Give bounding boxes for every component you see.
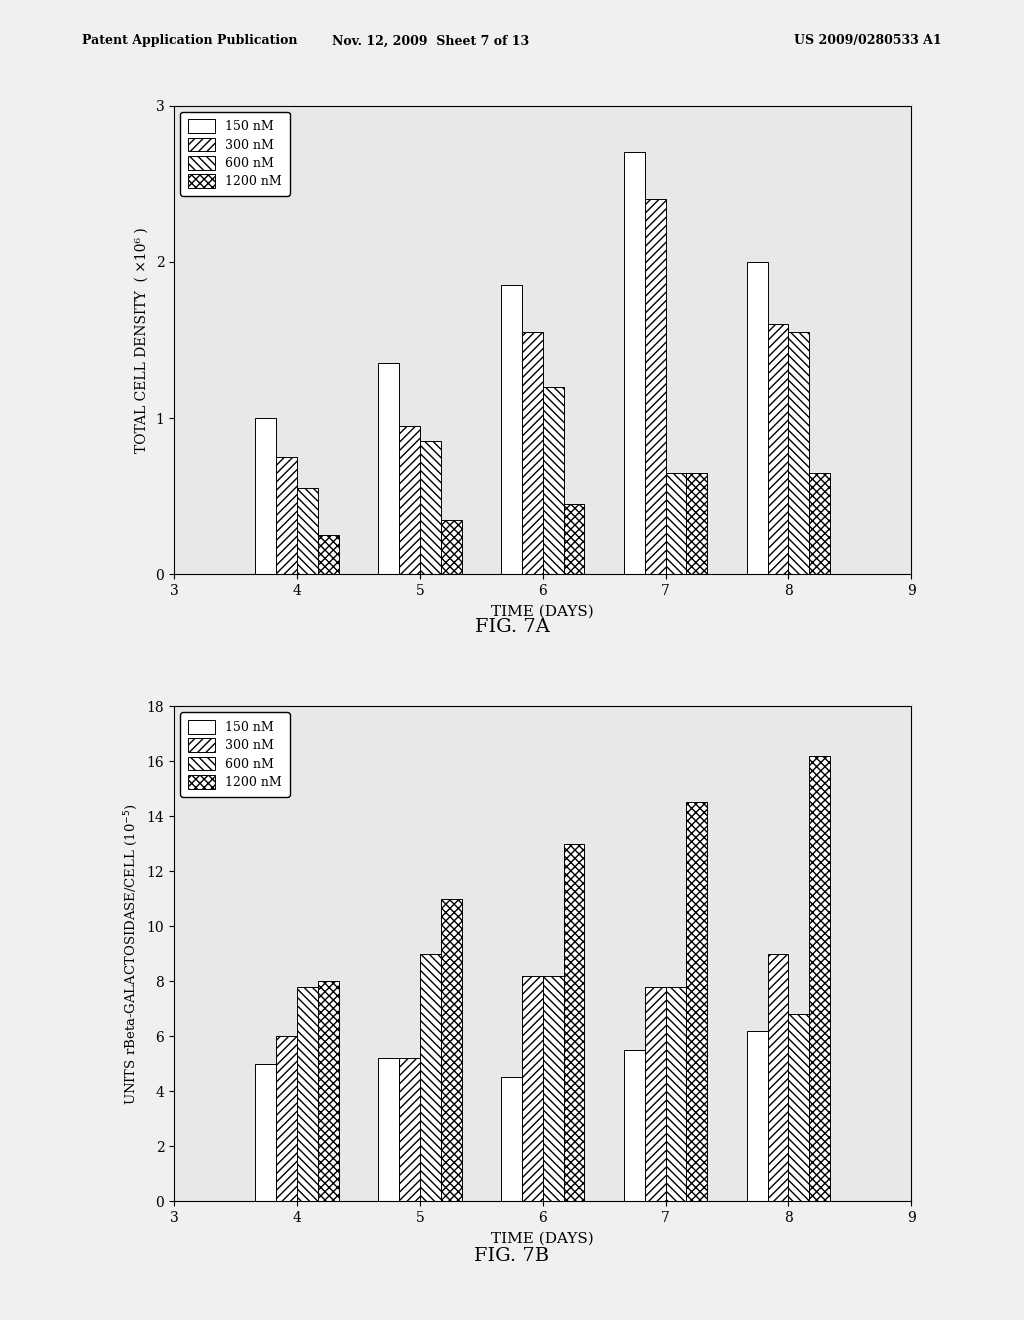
Text: Patent Application Publication: Patent Application Publication <box>82 34 297 48</box>
Bar <box>501 1077 522 1201</box>
Bar <box>746 1031 768 1201</box>
Bar <box>501 285 522 574</box>
Text: Nov. 12, 2009  Sheet 7 of 13: Nov. 12, 2009 Sheet 7 of 13 <box>332 34 528 48</box>
Bar <box>255 1064 276 1201</box>
Y-axis label: UNITS rBeta-GALACTOSIDASE/CELL (10$^{-5}$): UNITS rBeta-GALACTOSIDASE/CELL (10$^{-5}… <box>122 803 139 1105</box>
Legend: 150 nM, 300 nM, 600 nM, 1200 nM: 150 nM, 300 nM, 600 nM, 1200 nM <box>180 112 290 195</box>
Bar <box>809 473 830 574</box>
Bar <box>645 199 666 574</box>
Bar <box>276 457 297 574</box>
Bar <box>543 975 563 1201</box>
Bar <box>645 987 666 1201</box>
Bar <box>624 153 645 574</box>
Bar <box>399 1059 420 1201</box>
Bar <box>420 953 440 1201</box>
Text: FIG. 7B: FIG. 7B <box>474 1247 550 1266</box>
Legend: 150 nM, 300 nM, 600 nM, 1200 nM: 150 nM, 300 nM, 600 nM, 1200 nM <box>180 713 290 796</box>
Bar <box>624 1049 645 1201</box>
Text: FIG. 7A: FIG. 7A <box>474 618 550 636</box>
Bar <box>788 1014 809 1201</box>
Bar <box>522 333 543 574</box>
Bar <box>378 1059 399 1201</box>
Bar <box>440 520 462 574</box>
Bar <box>255 418 276 574</box>
Bar <box>440 899 462 1201</box>
Bar <box>297 488 317 574</box>
Text: US 2009/0280533 A1: US 2009/0280533 A1 <box>795 34 942 48</box>
Bar <box>788 333 809 574</box>
Bar <box>746 261 768 574</box>
Bar <box>686 473 708 574</box>
Bar <box>297 987 317 1201</box>
Bar <box>768 953 788 1201</box>
X-axis label: TIME (DAYS): TIME (DAYS) <box>492 1232 594 1246</box>
Bar <box>276 1036 297 1201</box>
Bar <box>399 426 420 574</box>
Bar <box>768 325 788 574</box>
Bar <box>420 441 440 574</box>
Bar <box>317 981 339 1201</box>
Bar <box>666 473 686 574</box>
Bar <box>522 975 543 1201</box>
Bar <box>563 843 585 1201</box>
Bar <box>563 504 585 574</box>
X-axis label: TIME (DAYS): TIME (DAYS) <box>492 605 594 619</box>
Bar <box>809 755 830 1201</box>
Bar <box>543 387 563 574</box>
Y-axis label: TOTAL CELL DENSITY  ( ×10⁶ ): TOTAL CELL DENSITY ( ×10⁶ ) <box>134 227 148 453</box>
Bar <box>666 987 686 1201</box>
Bar <box>317 535 339 574</box>
Bar <box>378 363 399 574</box>
Bar <box>686 803 708 1201</box>
